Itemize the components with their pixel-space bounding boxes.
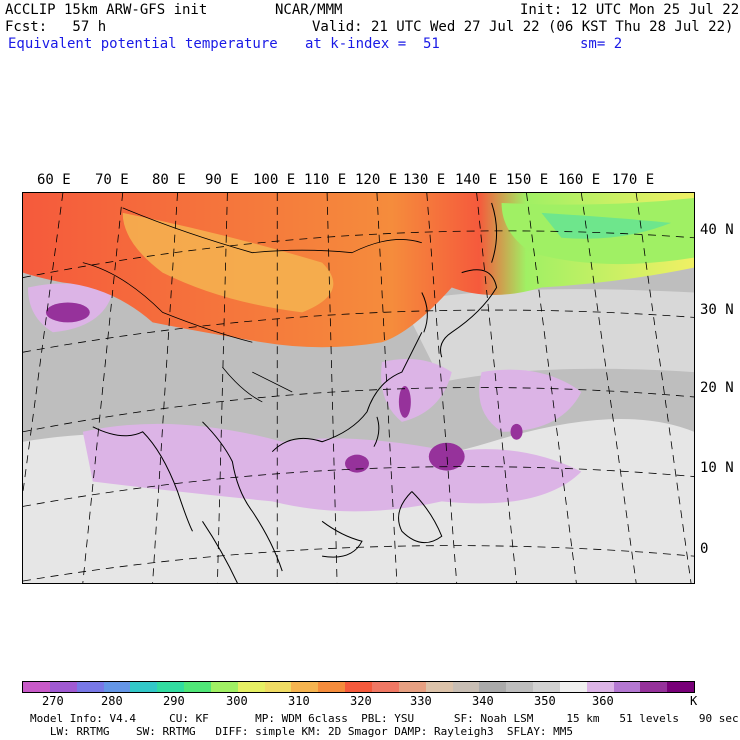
field-name: Equivalent potential temperature (8, 36, 278, 52)
colorbar-swatch (184, 682, 211, 692)
country-borders (82, 207, 422, 403)
purple-region (82, 423, 582, 512)
colorbar-swatch (291, 682, 319, 692)
colorbar-swatch (210, 682, 238, 692)
colorbar-tick: 320 (350, 694, 372, 708)
colorbar-swatch (559, 682, 587, 692)
colorbar-tick: 310 (288, 694, 310, 708)
light-region (401, 289, 694, 383)
graticule (23, 193, 694, 583)
lon-label: 130 E (403, 172, 446, 188)
green-core (541, 212, 672, 239)
colorbar-swatch (130, 682, 158, 692)
colorbar-tick: 340 (472, 694, 494, 708)
k-index-label: at k-index = 51 (305, 36, 440, 52)
colorbar-swatch (506, 682, 534, 692)
colorbar (22, 681, 695, 693)
deep-purple-blob (398, 386, 411, 418)
lon-label: 60 E (37, 172, 71, 188)
colorbar-unit: K (690, 694, 698, 708)
model-info-line1: Model Info: V4.4 CU: KF MP: WDM 6class P… (30, 712, 739, 725)
colorbar-tick: 270 (42, 694, 64, 708)
colorbar-swatch (345, 682, 372, 692)
colorbar-swatch (452, 682, 480, 692)
colorbar-swatch (318, 682, 346, 692)
colorbar-swatch (76, 682, 104, 692)
lon-label: 110 E (304, 172, 347, 188)
lon-label: 120 E (355, 172, 398, 188)
purple-region (479, 369, 582, 432)
colorbar-swatch (586, 682, 614, 692)
lat-label: 10 N (700, 460, 734, 476)
forecast-hour: Fcst: 57 h (5, 19, 107, 35)
lon-label: 90 E (205, 172, 239, 188)
theta-e-map (22, 192, 695, 584)
deep-purple-blob (345, 454, 369, 473)
colorbar-swatch (398, 682, 426, 692)
colorbar-swatch (613, 682, 641, 692)
warm-core (122, 212, 334, 313)
valid-time: Valid: 21 UTC Wed 27 Jul 22 (06 KST Thu … (312, 19, 734, 35)
colorbar-swatch (425, 682, 453, 692)
lon-label: 150 E (506, 172, 549, 188)
model-info-line2: LW: RRTMG SW: RRTMG DIFF: simple KM: 2D … (30, 725, 574, 738)
colorbar-tick: 280 (101, 694, 123, 708)
colorbar-swatch (103, 682, 131, 692)
deep-purple-blob (510, 423, 523, 440)
lat-label: 20 N (700, 380, 734, 396)
lon-label: 160 E (558, 172, 601, 188)
lon-label: 80 E (152, 172, 186, 188)
institution-label: NCAR/MMM (275, 2, 343, 18)
deep-purple-blob (428, 442, 465, 471)
lat-label: 40 N (700, 222, 734, 238)
colorbar-swatch (371, 682, 399, 692)
colorbar-swatch (237, 682, 265, 692)
purple-region (381, 358, 452, 422)
colorbar-swatch (479, 682, 507, 692)
coastlines (92, 202, 498, 583)
colorbar-tick: 350 (534, 694, 556, 708)
lon-label: 170 E (612, 172, 655, 188)
colorbar-swatch (49, 682, 77, 692)
init-time: Init: 12 UTC Mon 25 Jul 22 (520, 2, 740, 18)
colorbar-swatch (640, 682, 668, 692)
colorbar-tick: 360 (592, 694, 614, 708)
deep-purple-blob (45, 302, 90, 323)
smoothing-label: sm= 2 (580, 36, 623, 52)
lon-label: 70 E (95, 172, 129, 188)
colorbar-swatch (533, 682, 560, 692)
colorbar-swatch (23, 682, 50, 692)
colorbar-tick: 330 (410, 694, 432, 708)
lat-label: 0 (700, 541, 709, 557)
lat-label: 30 N (700, 302, 734, 318)
lon-label: 140 E (455, 172, 498, 188)
colorbar-swatch (264, 682, 292, 692)
colorbar-swatch (157, 682, 185, 692)
lon-label: 100 E (253, 172, 296, 188)
colorbar-tick: 290 (163, 694, 185, 708)
model-title: ACCLIP 15km ARW-GFS init (5, 2, 208, 18)
colorbar-tick: 300 (226, 694, 248, 708)
colorbar-swatch (667, 682, 695, 692)
